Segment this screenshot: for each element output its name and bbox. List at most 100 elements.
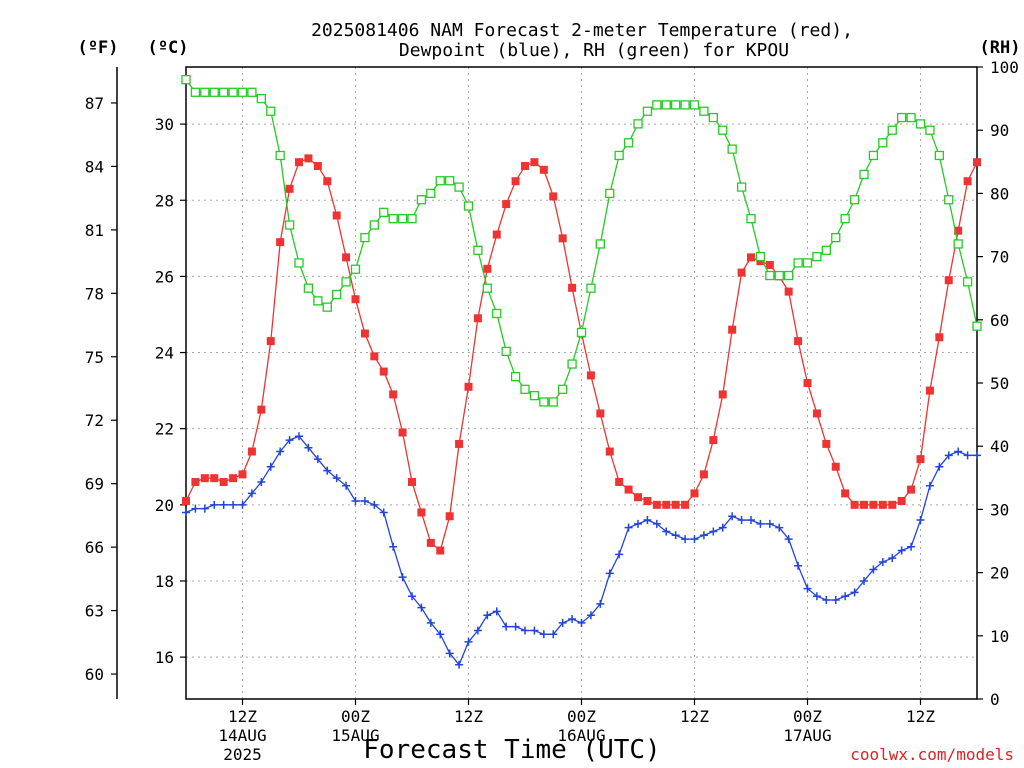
rh-point <box>266 106 276 116</box>
rh-point <box>642 106 653 116</box>
dewpoint-point <box>916 516 925 525</box>
rh-point <box>520 384 530 394</box>
time-tick-label: 12Z <box>680 707 709 726</box>
fahrenheit-tick-label: 63 <box>85 602 104 621</box>
temperature-point <box>699 470 708 479</box>
dewpoint-point <box>304 443 313 452</box>
rh-point <box>454 182 464 192</box>
celsius-unit-label: (ºC) <box>148 38 189 58</box>
dewpoint-point <box>408 592 416 601</box>
dewpoint-point <box>878 557 887 566</box>
dewpoint-point <box>699 531 708 540</box>
rh-point <box>482 283 492 293</box>
dewpoint-point <box>737 516 746 525</box>
dewpoint-point <box>436 630 445 639</box>
rh-point <box>284 220 295 230</box>
chart-title-line2: Dewpoint (blue), RH (green) for KPOU <box>399 40 789 61</box>
time-tick-label: 12Z <box>228 707 257 726</box>
dewpoint-point <box>888 554 897 563</box>
temperature-point <box>925 386 934 395</box>
temperature-point <box>492 230 501 239</box>
temperature-point <box>483 264 492 273</box>
temperature-point <box>944 276 953 285</box>
temperature-point <box>841 489 850 498</box>
rh-point <box>219 87 229 97</box>
celsius-tick-label: 22 <box>155 420 174 439</box>
axes: 16 18 20 22 24 26 28 30 60 63 66 69 72 75 78 81 84 87 0 10 2… <box>85 58 1019 764</box>
rh-point <box>849 195 860 205</box>
rh-tick-label: 10 <box>990 627 1009 646</box>
rh-point <box>802 258 813 268</box>
temperature-point <box>812 409 821 418</box>
rh-tick-label: 30 <box>990 500 1009 519</box>
temperature-point <box>285 184 294 193</box>
dewpoint-point <box>521 626 529 635</box>
rh-tick-label: 50 <box>990 374 1009 393</box>
rh-point <box>576 327 587 338</box>
rh-point <box>727 144 737 154</box>
time-tick-label: 00Z <box>567 707 596 726</box>
year-tick-label: 2025 <box>223 745 262 764</box>
temperature-point <box>304 154 313 163</box>
temperature-point <box>200 474 209 483</box>
dewpoint-point <box>605 569 614 578</box>
temperature-point <box>558 234 567 243</box>
dewpoint-point <box>285 436 294 445</box>
temperature-point <box>869 500 878 509</box>
rh-point <box>859 169 869 180</box>
rh-point <box>652 100 662 110</box>
temperature-point <box>360 329 369 338</box>
date-tick-label: 16AUG <box>557 726 605 745</box>
temperature-point <box>586 371 595 380</box>
celsius-tick-label: 16 <box>155 648 174 667</box>
dewpoint-point <box>342 481 351 490</box>
time-tick-label: 12Z <box>906 707 935 726</box>
rh-point <box>840 214 850 224</box>
rh-tick-label: 70 <box>990 248 1009 267</box>
temperature-point <box>417 508 426 517</box>
dewpoint-point <box>238 500 247 509</box>
temperature-point <box>596 409 605 418</box>
rh-point <box>887 125 897 135</box>
rh-point <box>925 125 935 135</box>
rh-point <box>237 87 248 97</box>
dewpoint-point <box>549 630 558 639</box>
temperature-point <box>502 200 511 209</box>
rh-point <box>181 74 191 85</box>
rh-point <box>190 87 201 97</box>
rh-point <box>303 283 314 293</box>
rh-point <box>906 112 916 123</box>
dewpoint-point <box>803 584 812 593</box>
rh-point <box>708 112 718 123</box>
temperature-point <box>210 474 219 483</box>
rh-point <box>915 119 926 129</box>
dewpoint-point <box>652 519 661 528</box>
rh-point <box>736 182 747 192</box>
rh-point <box>595 239 605 249</box>
temperature-point <box>897 497 906 506</box>
dewpoint-point <box>247 489 256 498</box>
rh-point <box>463 201 474 211</box>
rh-point <box>831 232 841 243</box>
dewpoint-point <box>963 451 972 460</box>
x-axis-label: Forecast Time (UTC) <box>363 735 660 765</box>
rh-point <box>765 270 775 281</box>
rh-point <box>746 214 756 224</box>
dewpoint-point <box>426 618 435 627</box>
fahrenheit-tick-label: 75 <box>85 348 104 367</box>
dewpoint-point <box>568 615 577 624</box>
dewpoint-point <box>765 519 774 528</box>
rh-point <box>360 232 370 243</box>
dewpoint-point <box>681 535 690 544</box>
rh-point <box>209 87 219 97</box>
rh-point <box>247 87 257 97</box>
celsius-tick-label: 18 <box>155 572 174 591</box>
temperature-point <box>455 439 464 448</box>
temperature-point <box>973 158 981 167</box>
series-layer <box>181 74 982 669</box>
temperature-point <box>530 158 539 167</box>
fahrenheit-tick-label: 66 <box>85 538 104 557</box>
rh-point <box>689 100 700 110</box>
rh-point <box>821 245 831 255</box>
temperature-point <box>257 405 266 414</box>
